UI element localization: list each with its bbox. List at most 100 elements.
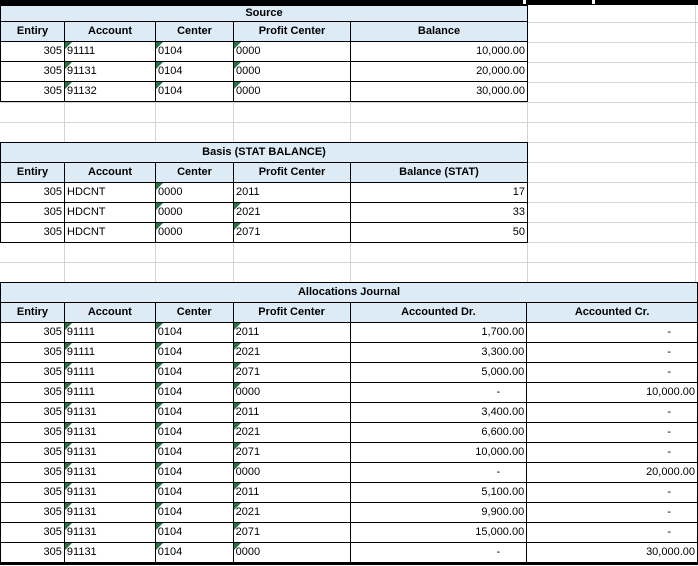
basis-cell-amount1[interactable]: 33 (350, 202, 528, 223)
allocations-header-entry[interactable]: Entiry (0, 302, 65, 323)
allocations-cell-amount2[interactable]: - (526, 422, 698, 443)
allocations-cell-account[interactable]: 91131 (63, 442, 156, 463)
allocations-cell-amount1[interactable]: - (349, 382, 528, 403)
source-cell-profit_center[interactable]: 0000 (233, 61, 351, 82)
basis-cell-profit_center[interactable]: 2071 (233, 222, 351, 243)
allocations-cell-account[interactable]: 91131 (63, 542, 156, 564)
basis-cell-center[interactable]: 0000 (155, 202, 234, 223)
allocations-cell-center[interactable]: 0104 (154, 362, 234, 383)
allocations-cell-center[interactable]: 0104 (154, 382, 234, 403)
source-cell-amount1[interactable]: 20,000.00 (350, 61, 528, 82)
source-header-account[interactable]: Account (64, 21, 156, 42)
allocations-cell-profit_center[interactable]: 2021 (232, 502, 351, 523)
allocations-cell-center[interactable]: 0104 (154, 342, 234, 363)
allocations-cell-amount2[interactable]: 30,000.00 (526, 542, 698, 564)
allocations-cell-amount2[interactable]: - (526, 362, 698, 383)
source-cell-center[interactable]: 0104 (155, 41, 234, 62)
source-cell-entry[interactable]: 305 (0, 41, 65, 62)
source-header-entry[interactable]: Entiry (0, 21, 65, 42)
basis-cell-amount1[interactable]: 17 (350, 182, 528, 203)
allocations-cell-account[interactable]: 91131 (63, 522, 156, 543)
allocations-cell-amount2[interactable]: - (526, 442, 698, 463)
allocations-cell-center[interactable]: 0104 (154, 402, 234, 423)
basis-cell-center[interactable]: 0000 (155, 222, 234, 243)
allocations-cell-amount1[interactable]: 3,300.00 (349, 342, 528, 363)
allocations-cell-entry[interactable]: 305 (0, 402, 65, 423)
source-cell-entry[interactable]: 305 (0, 81, 65, 102)
allocations-cell-profit_center[interactable]: 2011 (232, 322, 351, 343)
allocations-cell-entry[interactable]: 305 (0, 342, 65, 363)
allocations-cell-profit_center[interactable]: 2011 (232, 402, 351, 423)
allocations-cell-profit_center[interactable]: 0000 (232, 462, 351, 483)
allocations-cell-amount1[interactable]: - (349, 462, 528, 483)
allocations-cell-account[interactable]: 91131 (63, 482, 156, 503)
basis-cell-amount1[interactable]: 50 (350, 222, 528, 243)
basis-cell-profit_center[interactable]: 2021 (233, 202, 351, 223)
allocations-cell-amount1[interactable]: 15,000.00 (349, 522, 528, 543)
allocations-cell-account[interactable]: 91111 (63, 362, 156, 383)
allocations-cell-entry[interactable]: 305 (0, 522, 65, 543)
allocations-cell-profit_center[interactable]: 0000 (232, 542, 351, 564)
source-cell-account[interactable]: 91111 (64, 41, 156, 62)
allocations-header-profit_center[interactable]: Profit Center (232, 302, 351, 323)
allocations-header-amount2[interactable]: Accounted Cr. (526, 302, 698, 323)
allocations-cell-account[interactable]: 91131 (63, 422, 156, 443)
allocations-cell-account[interactable]: 91111 (63, 322, 156, 343)
allocations-cell-profit_center[interactable]: 2071 (232, 522, 351, 543)
allocations-cell-amount2[interactable]: - (526, 482, 698, 503)
source-cell-center[interactable]: 0104 (155, 61, 234, 82)
basis-cell-center[interactable]: 0000 (155, 182, 234, 203)
allocations-cell-center[interactable]: 0104 (154, 322, 234, 343)
source-header-profit_center[interactable]: Profit Center (233, 21, 351, 42)
allocations-header-center[interactable]: Center (154, 302, 234, 323)
allocations-cell-amount1[interactable]: 5,000.00 (349, 362, 528, 383)
allocations-cell-account[interactable]: 91131 (63, 462, 156, 483)
allocations-cell-center[interactable]: 0104 (154, 522, 234, 543)
allocations-cell-amount2[interactable]: - (526, 322, 698, 343)
basis-title-cell[interactable]: Basis (STAT BALANCE) (0, 142, 528, 163)
allocations-cell-entry[interactable]: 305 (0, 382, 65, 403)
source-cell-profit_center[interactable]: 0000 (233, 41, 351, 62)
allocations-cell-amount2[interactable]: 10,000.00 (526, 382, 698, 403)
basis-cell-entry[interactable]: 305 (0, 202, 65, 223)
basis-cell-account[interactable]: HDCNT (64, 182, 156, 203)
allocations-cell-account[interactable]: 91111 (63, 382, 156, 403)
basis-cell-entry[interactable]: 305 (0, 182, 65, 203)
source-cell-account[interactable]: 91131 (64, 61, 156, 82)
basis-cell-entry[interactable]: 305 (0, 222, 65, 243)
source-cell-entry[interactable]: 305 (0, 61, 65, 82)
source-cell-amount1[interactable]: 30,000.00 (350, 81, 528, 102)
allocations-cell-amount2[interactable]: - (526, 402, 698, 423)
source-cell-account[interactable]: 91132 (64, 81, 156, 102)
allocations-cell-entry[interactable]: 305 (0, 482, 65, 503)
allocations-cell-entry[interactable]: 305 (0, 362, 65, 383)
allocations-cell-center[interactable]: 0104 (154, 542, 234, 564)
source-cell-amount1[interactable]: 10,000.00 (350, 41, 528, 62)
allocations-cell-amount2[interactable]: 20,000.00 (526, 462, 698, 483)
source-cell-center[interactable]: 0104 (155, 81, 234, 102)
allocations-cell-amount1[interactable]: 3,400.00 (349, 402, 528, 423)
basis-header-center[interactable]: Center (155, 162, 234, 183)
allocations-cell-amount2[interactable]: - (526, 502, 698, 523)
basis-cell-account[interactable]: HDCNT (64, 202, 156, 223)
allocations-cell-entry[interactable]: 305 (0, 542, 65, 564)
allocations-cell-amount1[interactable]: 1,700.00 (349, 322, 528, 343)
allocations-cell-entry[interactable]: 305 (0, 442, 65, 463)
basis-header-entry[interactable]: Entiry (0, 162, 65, 183)
source-title-cell[interactable]: Source (0, 5, 528, 22)
source-header-amount1[interactable]: Balance (350, 21, 528, 42)
allocations-cell-entry[interactable]: 305 (0, 462, 65, 483)
allocations-cell-profit_center[interactable]: 2021 (232, 422, 351, 443)
allocations-cell-profit_center[interactable]: 0000 (232, 382, 351, 403)
allocations-title-cell[interactable]: Allocations Journal (0, 282, 698, 303)
allocations-cell-entry[interactable]: 305 (0, 422, 65, 443)
allocations-cell-amount2[interactable]: - (526, 522, 698, 543)
allocations-cell-profit_center[interactable]: 2071 (232, 362, 351, 383)
allocations-cell-amount1[interactable]: 9,900.00 (349, 502, 528, 523)
allocations-cell-center[interactable]: 0104 (154, 482, 234, 503)
allocations-cell-entry[interactable]: 305 (0, 322, 65, 343)
allocations-cell-account[interactable]: 91131 (63, 502, 156, 523)
allocations-cell-profit_center[interactable]: 2011 (232, 482, 351, 503)
allocations-cell-center[interactable]: 0104 (154, 442, 234, 463)
allocations-cell-profit_center[interactable]: 2071 (232, 442, 351, 463)
